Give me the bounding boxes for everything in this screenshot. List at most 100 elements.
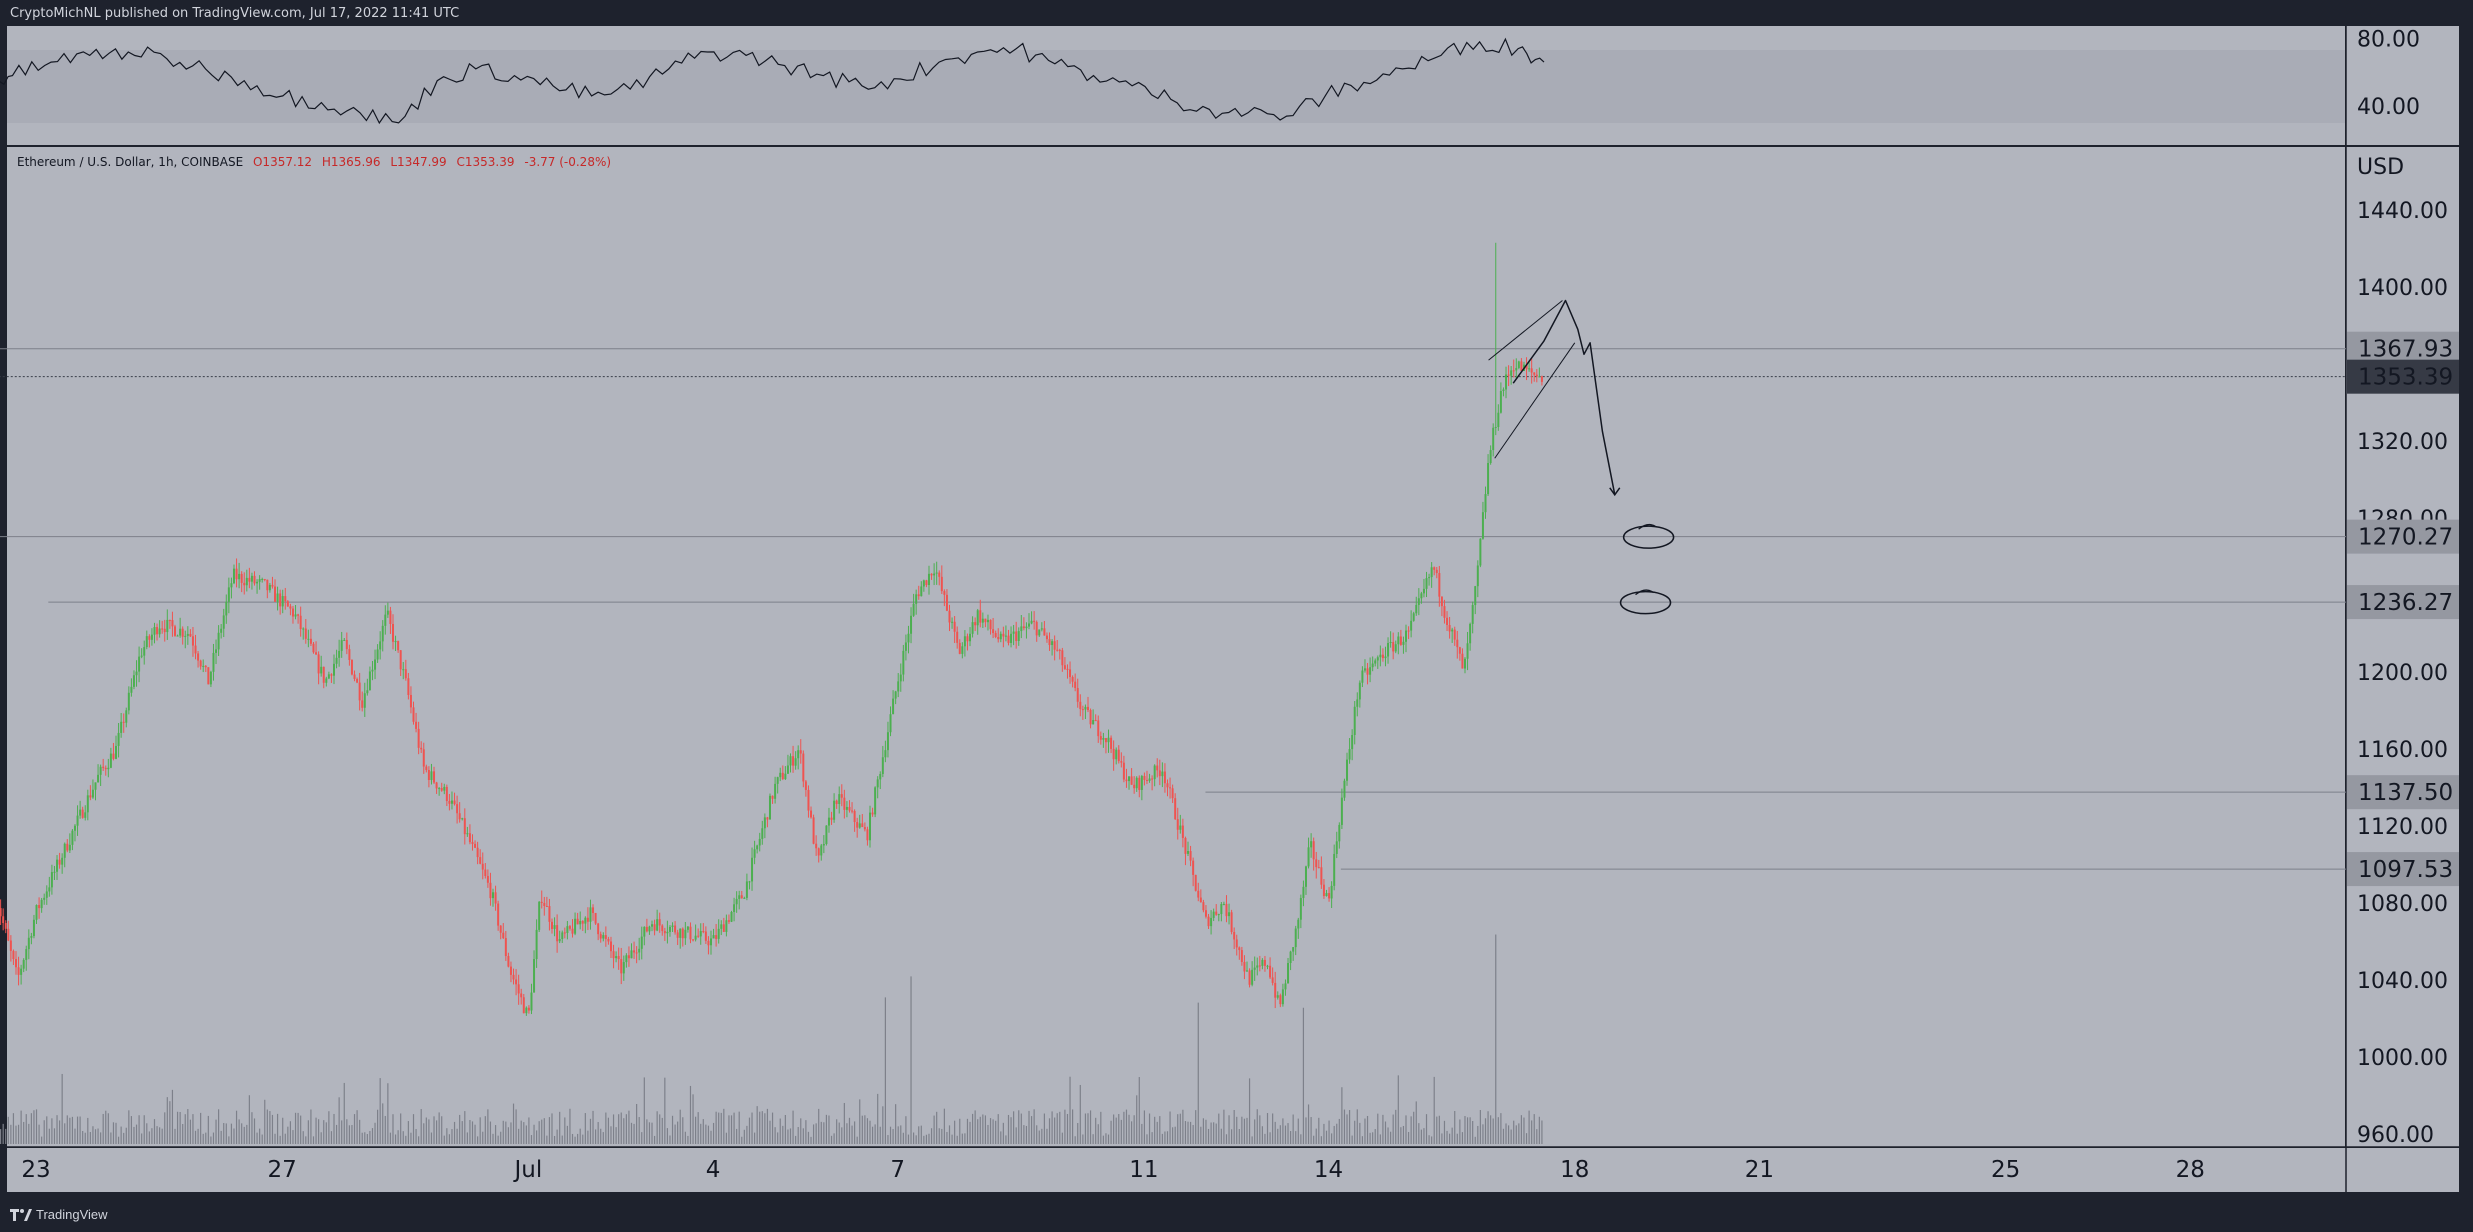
candle-body [1158,770,1161,777]
candle-body [589,907,592,922]
candle-body [1035,621,1038,636]
candle-body [584,917,587,924]
candle-body [879,773,882,780]
candle-body [1258,965,1261,967]
candle-body [763,817,766,829]
candle-body [466,833,469,835]
candle-body [476,847,479,858]
chart-area[interactable]: 1440.001400.001320.001280.001200.001160.… [0,26,2473,1199]
candle-body [504,938,507,957]
candle-body [904,642,907,651]
candle-body [561,932,564,940]
candle-body [781,772,784,780]
candle-body [1061,650,1064,666]
candle-body [89,795,92,798]
candle-body [371,669,374,672]
candle-body [256,581,259,584]
candle-body [1181,825,1184,838]
candle-body [810,810,813,818]
candle-body [68,844,71,851]
price-axis-unit: USD [2357,155,2404,180]
candle-body [217,632,220,650]
candle-body [4,923,7,929]
rsi-tick-label: 40.00 [2357,95,2420,120]
candle-body [235,568,238,580]
candle-body [927,573,930,586]
candle-body [268,584,271,591]
candle-body [1281,989,1284,1005]
candle-body [958,642,961,654]
price-tag [2347,359,2459,394]
candle-body [1312,841,1315,860]
candle-body [1248,970,1251,985]
candle-body [425,766,428,771]
candle-body [979,610,982,623]
candle-body [1517,361,1520,368]
candle-body [1274,982,1277,998]
candle-body [79,809,82,816]
candle-body [1197,890,1200,898]
candle-body [1379,654,1382,658]
candle-body [356,678,359,683]
candle-body [638,948,641,953]
candle-body [1492,427,1495,451]
candle-body [463,818,466,835]
candle-body [1251,969,1254,985]
candle-body [1176,819,1179,830]
candle-body [179,628,182,636]
candle-body [112,753,115,759]
candle-body [0,908,2,917]
candle-body [1210,917,1213,927]
candle-body [307,638,310,640]
candle-body [1079,701,1082,710]
candle-body [1104,738,1107,743]
candle-body [250,575,253,582]
candle-body [604,935,607,939]
candle-body [1084,706,1087,710]
candle-body [474,843,477,848]
candle-body [1507,374,1510,376]
candle-body [522,997,525,1014]
candle-body [725,920,728,932]
candle-body [227,587,230,602]
candle-body [1028,623,1031,627]
candle-body [1289,951,1292,964]
candle-body [1310,841,1313,848]
candle-body [48,887,51,892]
candle-body [109,753,112,768]
candle-body [1346,759,1349,781]
candle-body [886,732,889,751]
candle-body [799,750,802,754]
legend-symbol: Ethereum / U.S. Dollar, 1h, COINBASE [17,155,243,169]
candle-body [933,573,936,576]
candle-body [1240,950,1243,962]
candle-body [1094,720,1097,722]
candle-body [1063,665,1066,669]
candle-body [374,659,377,670]
candle-body [1420,593,1423,599]
candle-body [1112,748,1115,760]
axes: 1440.001400.001320.001280.001200.001160.… [21,28,2448,1184]
candle-body [271,584,274,587]
candle-body [1128,776,1131,782]
rsi-band [7,50,2345,123]
candle-body [25,949,28,960]
candle-body [794,758,797,766]
candle-body [709,938,712,946]
candle-body [27,937,30,950]
candle-body [445,786,448,801]
channel-line [1494,342,1576,459]
candle-body [1263,959,1266,966]
candle-body [704,931,707,941]
candle-body [945,594,948,611]
candle-body [32,919,35,937]
candle-body [1297,919,1300,929]
candle-body [132,675,135,687]
candle-body [281,596,284,607]
candle-body [1399,636,1402,645]
candle-body [984,618,987,623]
candle-body [622,962,625,974]
candle-body [327,674,330,679]
candle-body [1322,884,1325,897]
candle-body [1135,777,1138,789]
